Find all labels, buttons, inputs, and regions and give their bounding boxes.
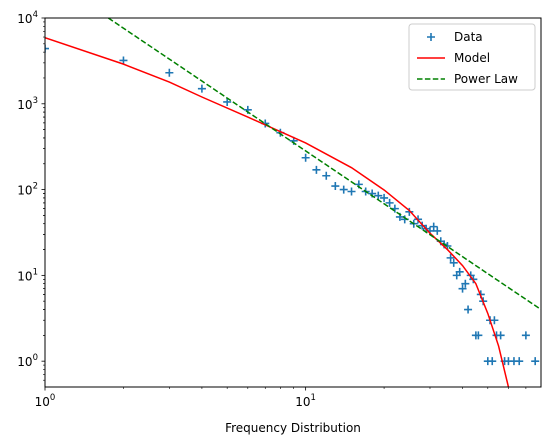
data-point — [488, 357, 497, 366]
legend-label-model: Model — [454, 51, 490, 65]
data-layer — [45, 18, 551, 387]
x-tick-label-base: 10 — [295, 395, 310, 409]
x-tick-label: 100 — [35, 393, 56, 409]
data-point — [521, 331, 530, 340]
data-point — [347, 187, 356, 196]
data-point — [45, 44, 49, 53]
data-point — [223, 97, 232, 106]
y-tick-label-base: 10 — [17, 269, 32, 283]
data-point — [331, 182, 340, 191]
data-point — [490, 316, 499, 325]
x-tick-label-exponent: 1 — [311, 393, 316, 403]
data-point — [515, 357, 524, 366]
y-tick-label-base: 10 — [17, 184, 32, 198]
data-point — [461, 279, 470, 288]
legend-label-data: Data — [454, 30, 483, 44]
y-tick-label-exponent: 4 — [33, 10, 38, 20]
legend: Data Model Power Law — [408, 23, 536, 91]
data-point — [433, 226, 442, 235]
plot-frame — [44, 17, 542, 388]
data-point — [455, 267, 464, 276]
y-tick-label: 104 — [17, 10, 38, 26]
data-point — [119, 56, 128, 65]
y-tick-label-exponent: 3 — [33, 96, 38, 106]
x-tick-label: 101 — [295, 393, 316, 409]
y-tick-label-base: 10 — [17, 355, 32, 369]
data-point — [446, 253, 455, 262]
legend-box — [408, 23, 536, 91]
y-tick-label-exponent: 0 — [33, 353, 38, 363]
y-tick-label-exponent: 1 — [33, 267, 38, 277]
data-point — [449, 258, 458, 267]
series-line-model — [45, 36, 510, 387]
data-point — [312, 165, 321, 174]
data-point — [380, 193, 389, 202]
legend-swatch-data — [427, 33, 435, 41]
data-point — [474, 331, 483, 340]
series-line-power-law — [107, 18, 541, 311]
y-tick-label: 103 — [17, 96, 38, 112]
data-point — [385, 198, 394, 207]
x-tick-label-base: 10 — [35, 395, 50, 409]
y-tick-label: 100 — [17, 353, 38, 369]
series-points-data — [45, 44, 551, 366]
y-tick-label-exponent: 2 — [33, 182, 38, 192]
data-point — [544, 357, 551, 365]
data-point — [301, 153, 310, 162]
data-point — [405, 207, 414, 216]
data-point — [496, 331, 505, 340]
legend-label-power-law: Power Law — [454, 72, 518, 86]
x-axis-label: Frequency Distribution — [225, 421, 361, 435]
data-point — [197, 84, 206, 93]
data-point — [531, 357, 540, 366]
data-point — [165, 68, 174, 77]
y-tick-label-base: 10 — [17, 98, 32, 112]
x-tick-label-exponent: 0 — [50, 393, 55, 403]
data-point — [322, 171, 331, 180]
y-tick-label: 102 — [17, 182, 38, 198]
y-tick-label: 101 — [17, 267, 38, 283]
data-point — [374, 191, 383, 200]
y-tick-label-base: 10 — [17, 12, 32, 26]
data-point — [339, 185, 348, 194]
data-point — [458, 284, 467, 293]
data-point — [464, 305, 473, 314]
data-point — [429, 222, 438, 231]
